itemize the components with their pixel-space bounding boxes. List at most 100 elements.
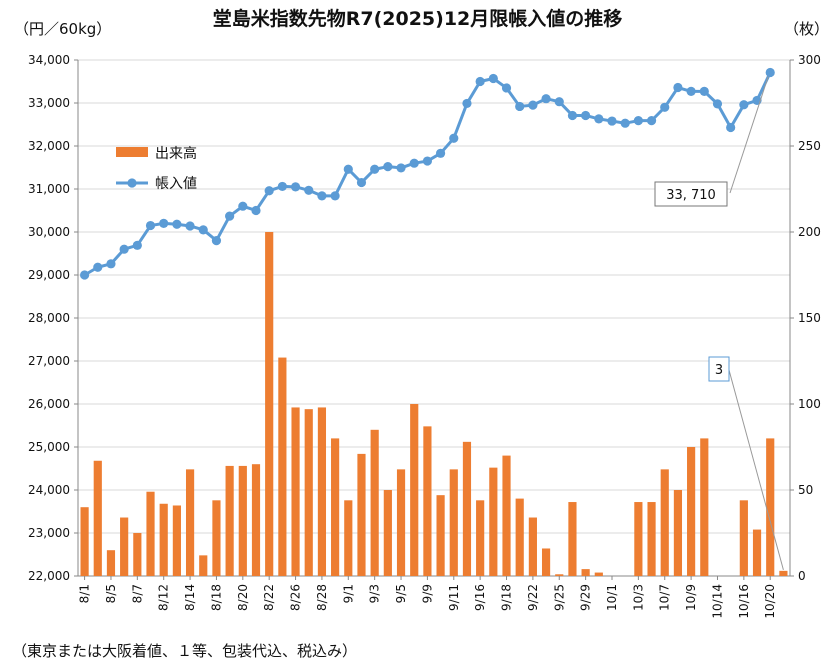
volume-bar [265,232,274,576]
volume-bar [462,441,472,576]
price-point [475,76,485,87]
price-callout-box [654,181,728,207]
x-tick-label: 10/20 [763,584,777,619]
x-tick-label: 8/26 [289,584,303,611]
price-point [515,101,525,112]
price-point [633,116,643,126]
price-point [567,110,578,121]
price-point [304,185,314,195]
left-tick-label: 29,000 [28,268,70,282]
x-tick-label: 8/18 [209,584,223,611]
volume-bar [146,491,155,576]
price-point [554,97,564,107]
volume-bar [344,500,353,576]
x-tick-label: 9/9 [420,584,434,603]
volume-bar [93,460,102,576]
left-tick-label: 26,000 [28,397,70,411]
price-point [225,211,235,221]
volume-bar [133,533,142,576]
volume-bar [476,500,485,576]
left-tick-label: 30,000 [28,225,70,239]
price-point [330,191,340,201]
price-point [409,158,419,168]
x-tick-label: 9/18 [500,584,514,611]
x-tick-label: 9/25 [552,584,566,611]
price-point [712,99,723,109]
price-point [501,83,512,93]
x-tick-label: 8/12 [157,584,171,611]
x-tick-label: 8/7 [130,584,144,603]
price-point [673,82,683,93]
left-tick-label: 28,000 [28,311,70,325]
price-point [356,177,367,188]
chart-title: 堂島米指数先物R7(2025)12月限帳入値の推移 [212,8,623,30]
price-point [422,156,433,166]
x-tick-label: 9/1 [341,584,355,603]
price-point [79,270,90,280]
price-point [93,262,103,272]
price-point [238,201,248,211]
price-point [449,133,459,143]
left-tick-label: 31,000 [28,182,70,196]
volume-bar [383,490,392,576]
x-tick-label: 10/3 [631,584,645,611]
right-tick-label: 50 [798,483,813,497]
volume-bar [449,469,458,576]
volume-bar [673,490,683,576]
price-point [541,94,551,104]
volume-bar [489,467,498,576]
volume-bar [779,570,788,576]
left-tick-label: 22,000 [28,569,70,583]
right-tick-label: 250 [798,139,821,153]
legend-bar-label: 出来高 [155,145,197,162]
volume-bar [238,465,247,576]
right-tick-label: 0 [798,569,806,583]
price-point [594,114,604,124]
volume-bar [199,555,208,576]
x-tick-label: 10/14 [710,584,724,619]
price-point [699,86,709,96]
price-point [172,219,182,229]
price-callout-leader [729,76,769,194]
volume-bar [106,550,116,576]
volume-bar [159,503,168,576]
price-point [185,221,195,231]
price-point [581,110,591,121]
price-point [132,240,142,250]
volume-bar [515,498,524,576]
price-point [488,73,498,84]
price-point [396,163,406,173]
price-point [290,182,301,192]
price-point [106,259,116,269]
volume-bar [396,469,406,576]
right-tick-label: 300 [798,53,821,67]
x-tick-label: 10/7 [658,584,672,611]
volume-bar [317,407,327,576]
price-point [198,225,208,235]
price-point [607,116,617,126]
price-point [646,116,657,126]
volume-bar [739,500,748,576]
volume-bar [357,453,366,576]
price-point [159,218,169,228]
x-tick-label: 9/22 [526,584,540,611]
price-point [726,122,736,133]
price-point [765,67,775,78]
volume-bar [528,517,537,576]
x-tick-label: 9/11 [447,584,461,611]
price-point [211,236,222,246]
volume-bar [634,502,643,576]
volume-bar [331,438,340,576]
volume-bar [185,469,195,576]
volume-callout-box [708,356,730,382]
x-tick-label: 10/1 [605,584,619,611]
volume-bar [541,548,551,576]
volume-bar [172,505,181,576]
volume-bar [687,447,696,576]
price-point [383,162,393,172]
price-point [620,118,630,128]
x-tick-label: 8/20 [236,584,250,611]
volume-bar [304,409,313,576]
price-point [660,102,670,112]
x-tick-label: 8/28 [315,584,329,611]
